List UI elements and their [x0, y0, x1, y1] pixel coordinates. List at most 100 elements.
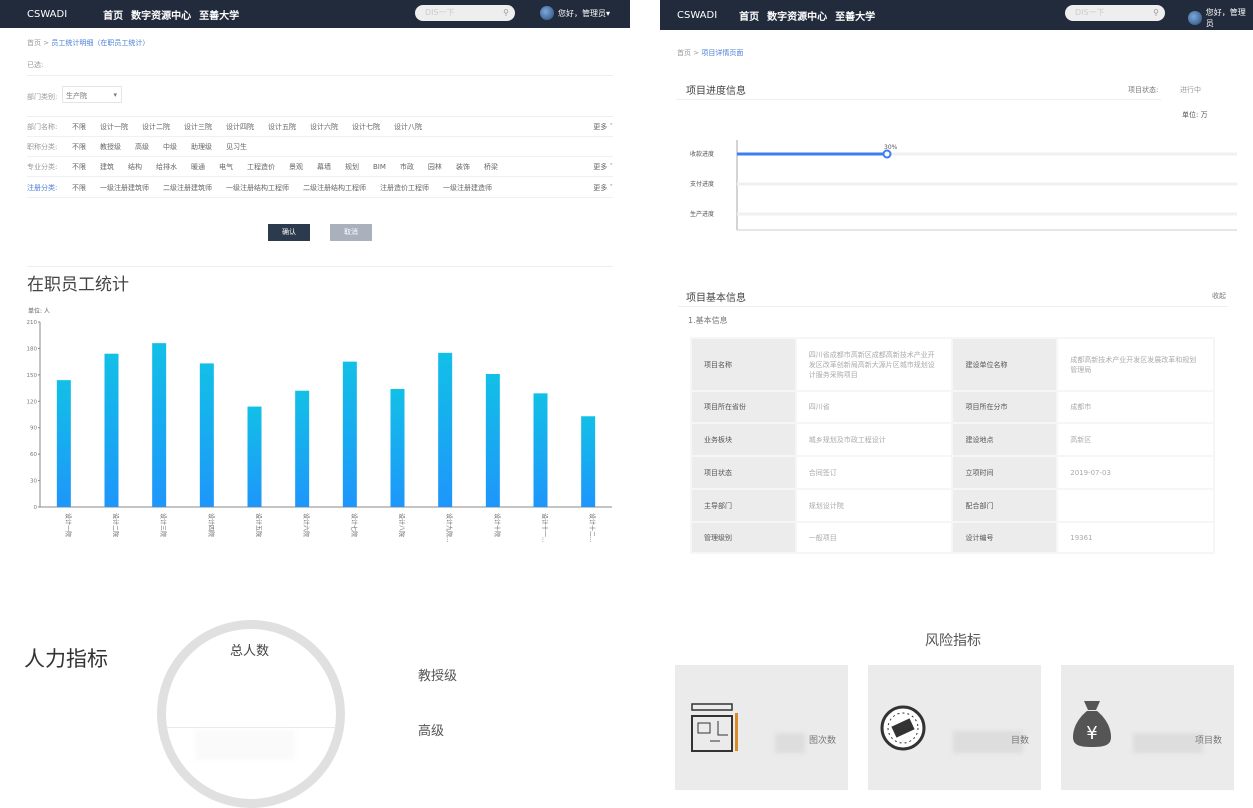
level-professor: 教授级	[418, 669, 458, 684]
collapse-link[interactable]: 收起	[1212, 292, 1226, 300]
nav-link-university[interactable]: 至善大学	[835, 11, 876, 23]
filter-option[interactable]: 不限	[72, 183, 86, 192]
money-bag-icon: ¥	[1073, 701, 1111, 747]
progress-value-label: 30%	[884, 144, 898, 151]
filter-label: 专业分类:	[27, 162, 58, 171]
x-tick-label: 设计十院	[493, 513, 501, 537]
dept-type-label: 部门类别:	[27, 93, 58, 101]
cell-value: 四川省成都市高新区成都高新技术产业开发区改革创新局高新大源片区城市规划设计服务采…	[794, 337, 954, 392]
filter-option[interactable]: 结构	[128, 162, 142, 171]
breadcrumb-current[interactable]: 项目详情页面	[701, 49, 744, 57]
filter-option[interactable]: 幕墙	[317, 162, 331, 171]
x-tick-label: 设计六院	[302, 513, 310, 537]
top-nav-left: CSWADI 首页 数字资源中心 至善大学 DIS一下 ⚲ 您好，管理员 ▾	[0, 0, 630, 28]
filter-option[interactable]: 工程造价	[247, 162, 275, 171]
filter-option[interactable]: 不限	[72, 122, 86, 131]
filter-option[interactable]: 景观	[289, 162, 303, 171]
nav-link-resources[interactable]: 数字资源中心	[767, 11, 828, 23]
filter-label: 部门名称:	[27, 122, 58, 131]
filter-option[interactable]: 一级注册建筑师	[100, 183, 149, 192]
bar	[104, 353, 119, 507]
basic-info-title: 项目基本信息	[686, 293, 746, 304]
filter-option[interactable]: 教授级	[100, 142, 121, 151]
filter-option[interactable]: 不限	[72, 142, 86, 151]
cell-label: 配合部门	[951, 488, 1059, 523]
filter-label: 职称分类:	[27, 142, 58, 151]
filter-option[interactable]: 二级注册建筑师	[163, 183, 212, 192]
search-input[interactable]: DIS一下 ⚲	[1065, 5, 1165, 21]
filter-option[interactable]: 设计六院	[310, 122, 338, 131]
filter-row: 部门名称: 不限 设计一院 设计二院 设计三院 设计四院 设计五院 设计六院 设计七院 设计八院 更…	[27, 117, 613, 137]
filter-option[interactable]: 设计三院	[184, 122, 212, 131]
more-button[interactable]: 更多 ˇ	[593, 122, 613, 132]
filter-option[interactable]: 设计五院	[268, 122, 296, 131]
confirm-button[interactable]: 确认	[268, 224, 310, 241]
breadcrumb-current[interactable]: 员工统计明细（在职员工统计）	[51, 39, 150, 47]
y-tick-label: 120	[27, 399, 38, 405]
progress-row-label: 支付进度	[690, 180, 714, 188]
filter-option[interactable]: 设计二院	[142, 122, 170, 131]
filter-option[interactable]: 建筑	[100, 162, 114, 171]
progress-title: 项目进度信息	[686, 86, 746, 97]
table-row: 项目所在省份 四川省 项目所在分市 成都市	[690, 390, 1215, 424]
nav-link-university[interactable]: 至善大学	[199, 10, 240, 22]
nav-link-resources[interactable]: 数字资源中心	[131, 10, 192, 22]
brand-logo[interactable]: CSWADI	[677, 9, 718, 21]
filter-option[interactable]: 园林	[427, 162, 442, 171]
filter-option[interactable]: 中级	[163, 142, 177, 151]
filter-option[interactable]: 见习生	[226, 142, 247, 151]
stamp-icon	[880, 705, 926, 751]
filter-option[interactable]: 给排水	[156, 162, 177, 171]
cancel-button[interactable]: 取消	[330, 224, 372, 241]
filter-option[interactable]: 设计四院	[226, 122, 254, 131]
risk-card-label: 图次数	[808, 736, 836, 746]
filter-option[interactable]: 助理级	[191, 142, 212, 151]
search-icon[interactable]: ⚲	[1153, 8, 1159, 17]
filter-option[interactable]: BIM	[373, 162, 386, 171]
filter-option[interactable]: 二级注册结构工程师	[303, 183, 366, 192]
risk-card[interactable]: ¥ 项目数	[1061, 665, 1234, 790]
filter-label: 注册分类:	[27, 183, 58, 192]
dept-type-select[interactable]: 生产院 ▾	[62, 86, 122, 103]
risk-card[interactable]: 图次数	[675, 665, 848, 790]
more-button[interactable]: 更多 ˇ	[593, 183, 613, 193]
breadcrumb: 首页 > 项目详情页面	[677, 49, 744, 57]
search-placeholder: DIS一下	[1075, 8, 1105, 17]
filter-option[interactable]: 设计一院	[100, 122, 128, 131]
cell-label: 立项时间	[951, 455, 1059, 490]
filter-option[interactable]: 一级注册建造师	[443, 183, 492, 192]
section-title: 在职员工统计	[27, 275, 129, 295]
brand-logo[interactable]: CSWADI	[27, 8, 68, 20]
nav-link-home[interactable]: 首页	[739, 11, 760, 23]
filter-option[interactable]: 电气	[219, 162, 233, 171]
blurred-value	[953, 731, 1023, 753]
chevron-down-icon: ˇ	[609, 162, 614, 171]
x-tick-label: 设计七院	[350, 513, 358, 537]
filter-option[interactable]: 市政	[399, 162, 414, 171]
user-menu[interactable]: 您好，管理员 ▾	[540, 6, 610, 20]
filter-option[interactable]: 桥梁	[483, 162, 498, 171]
hr-title: 人力指标	[24, 647, 108, 671]
filter-option[interactable]: 不限	[72, 162, 86, 171]
more-button[interactable]: 更多 ˇ	[593, 162, 613, 172]
filter-option[interactable]: 设计八院	[394, 122, 422, 131]
user-menu[interactable]: 您好，管理员	[1188, 7, 1253, 29]
unit-label: 单位: 万	[1182, 111, 1208, 119]
search-icon[interactable]: ⚲	[503, 8, 509, 17]
cell-value: 成都市	[1056, 390, 1215, 424]
y-tick-label: 180	[27, 346, 38, 352]
filter-option[interactable]: 规划	[345, 162, 359, 171]
filter-option[interactable]: 一级注册结构工程师	[226, 183, 289, 192]
nav-link-home[interactable]: 首页	[103, 10, 124, 22]
risk-card[interactable]: 目数	[868, 665, 1041, 790]
filter-option[interactable]: 暖通	[191, 162, 205, 171]
search-input[interactable]: DIS一下 ⚲	[415, 5, 515, 21]
filter-option[interactable]: 设计七院	[352, 122, 380, 131]
breadcrumb-home[interactable]: 首页	[27, 39, 41, 47]
total-label: 总人数	[230, 644, 270, 659]
breadcrumb-home[interactable]: 首页	[677, 49, 691, 57]
filter-option[interactable]: 注册造价工程师	[380, 183, 429, 192]
filter-option[interactable]: 装饰	[455, 162, 470, 171]
filter-option[interactable]: 高级	[135, 142, 149, 151]
